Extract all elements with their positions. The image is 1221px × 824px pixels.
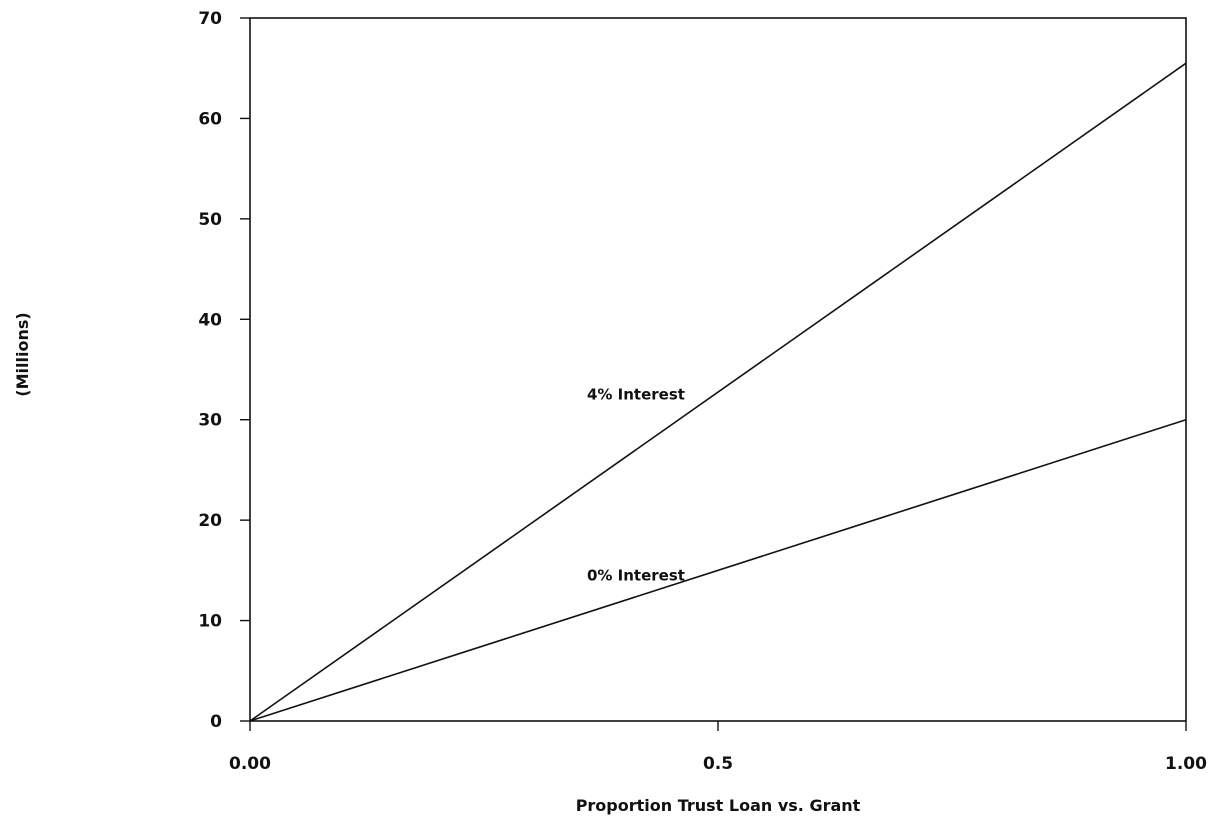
tick-labels: 0 10 20 30 40 50 60 70 0.00 0.5 1.00 xyxy=(198,9,1207,774)
y-tick-label: 70 xyxy=(198,9,222,29)
y-tick-label: 0 xyxy=(210,712,222,732)
annotations: 4% Interest 0% Interest xyxy=(587,386,685,585)
plot-frame xyxy=(249,17,1187,722)
x-tick-label: 0.00 xyxy=(229,754,271,774)
y-tick-label: 30 xyxy=(198,411,222,431)
x-tick-label: 0.5 xyxy=(703,754,733,774)
y-tick-label: 10 xyxy=(198,612,222,632)
series-line-1 xyxy=(249,62,1187,722)
series-lines xyxy=(249,62,1187,722)
x-tick-label: 1.00 xyxy=(1165,754,1207,774)
series-annotation-2: 0% Interest xyxy=(587,566,685,584)
axes xyxy=(240,17,1187,731)
y-tick-label: 40 xyxy=(198,310,222,330)
y-tick-label: 20 xyxy=(198,511,222,531)
x-axis-title: Proportion Trust Loan vs. Grant xyxy=(576,796,861,815)
y-tick-label: 50 xyxy=(198,210,222,230)
y-tick-label: 60 xyxy=(198,109,222,129)
series-line-2 xyxy=(249,418,1187,722)
series-annotation-1: 4% Interest xyxy=(587,386,685,404)
y-axis-title: (Millions) xyxy=(13,312,32,396)
